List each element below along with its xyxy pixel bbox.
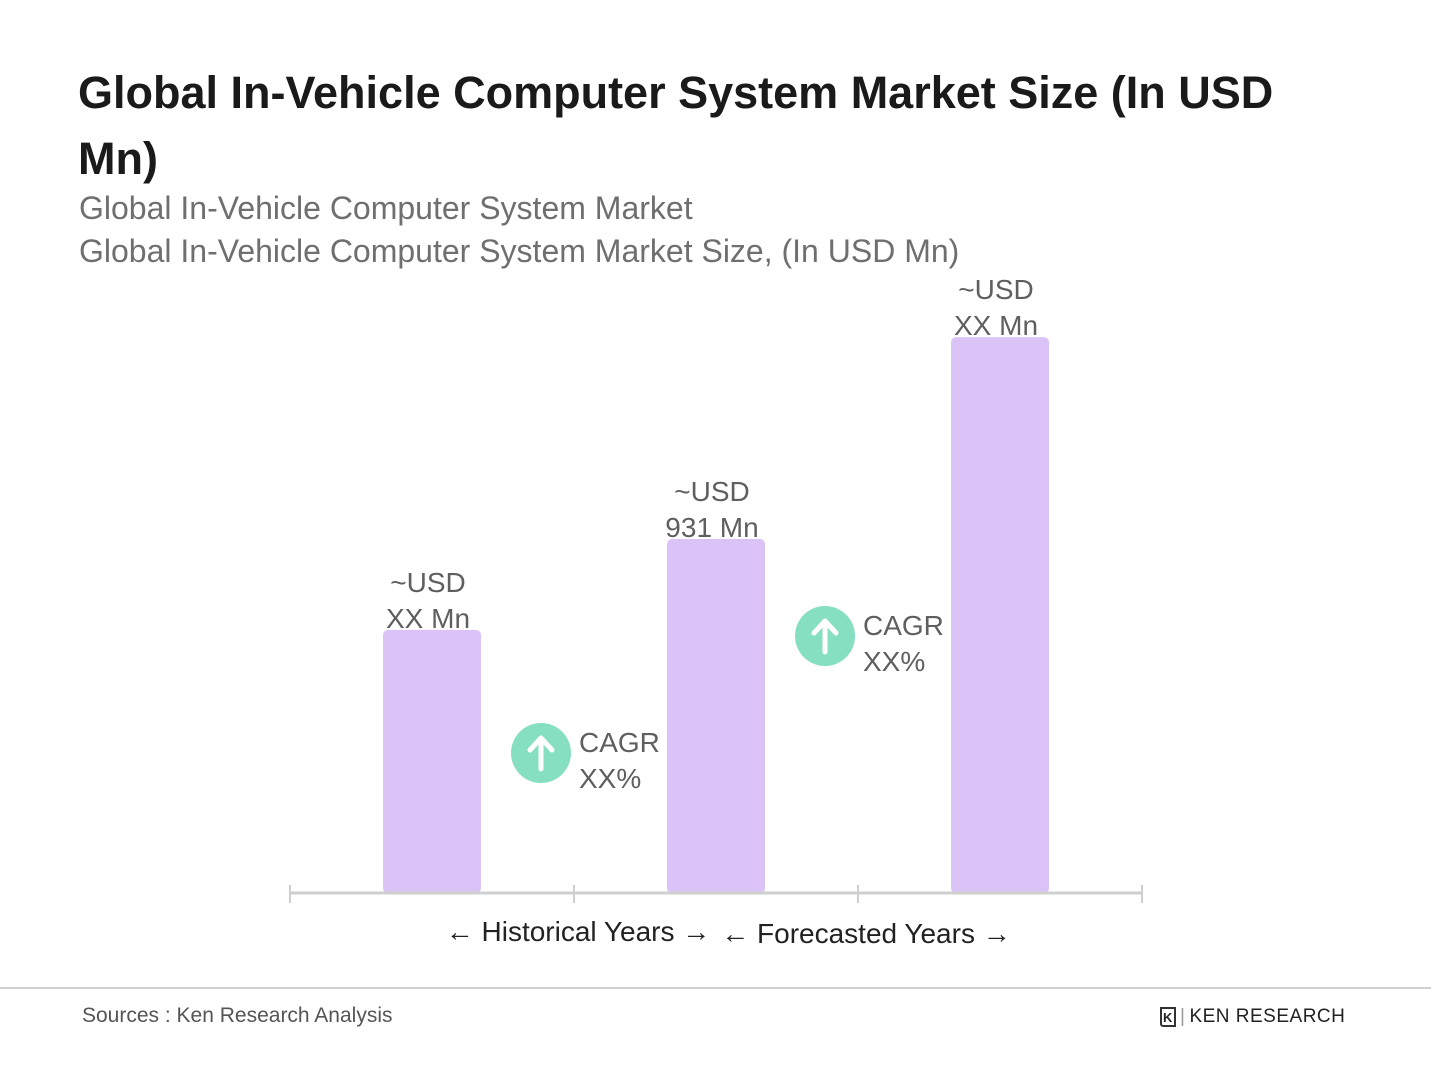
subtitle-line-2: Global In-Vehicle Computer System Market… bbox=[79, 233, 960, 269]
data-label-1-line-1: ~USD bbox=[390, 567, 465, 598]
data-label-3-line-2: XX Mn bbox=[954, 310, 1038, 341]
bar-3 bbox=[951, 337, 1049, 894]
bar-1 bbox=[383, 629, 481, 893]
cagr-label-1-line-2: XX% bbox=[579, 763, 641, 794]
data-label-3-line-1: ~USD bbox=[958, 274, 1033, 305]
period-label-1: ← Historical Years → bbox=[446, 916, 711, 947]
data-label-2-line-1: ~USD bbox=[674, 476, 749, 507]
period-label-2: ← Forecasted Years → bbox=[721, 918, 1010, 949]
chart-title: Global In-Vehicle Computer System Market… bbox=[78, 67, 1274, 184]
data-label-2-line-2: 931 Mn bbox=[665, 512, 758, 543]
bar-chart: ~USD XX Mn ~USD 931 Mn ~USD XX Mn CAGR XX% CAGR X… bbox=[289, 274, 1143, 949]
logo-k-icon: K bbox=[1160, 1007, 1176, 1027]
bar-2 bbox=[667, 539, 765, 893]
cagr-label-2-line-2: XX% bbox=[863, 646, 925, 677]
ken-research-logo: K | KEN RESEARCH bbox=[1160, 1006, 1345, 1028]
source-note: Sources : Ken Research Analysis bbox=[82, 1004, 393, 1027]
subtitle-line-1: Global In-Vehicle Computer System Market bbox=[79, 190, 693, 226]
logo-text: KEN RESEARCH bbox=[1189, 1006, 1346, 1027]
footer-divider bbox=[0, 987, 1431, 989]
cagr-label-1-line-1: CAGR bbox=[579, 727, 660, 758]
up-arrow-icon bbox=[811, 618, 839, 655]
up-arrow-icon bbox=[527, 735, 555, 772]
cagr-label-2-line-1: CAGR bbox=[863, 610, 944, 641]
data-label-1-line-2: XX Mn bbox=[386, 603, 470, 634]
